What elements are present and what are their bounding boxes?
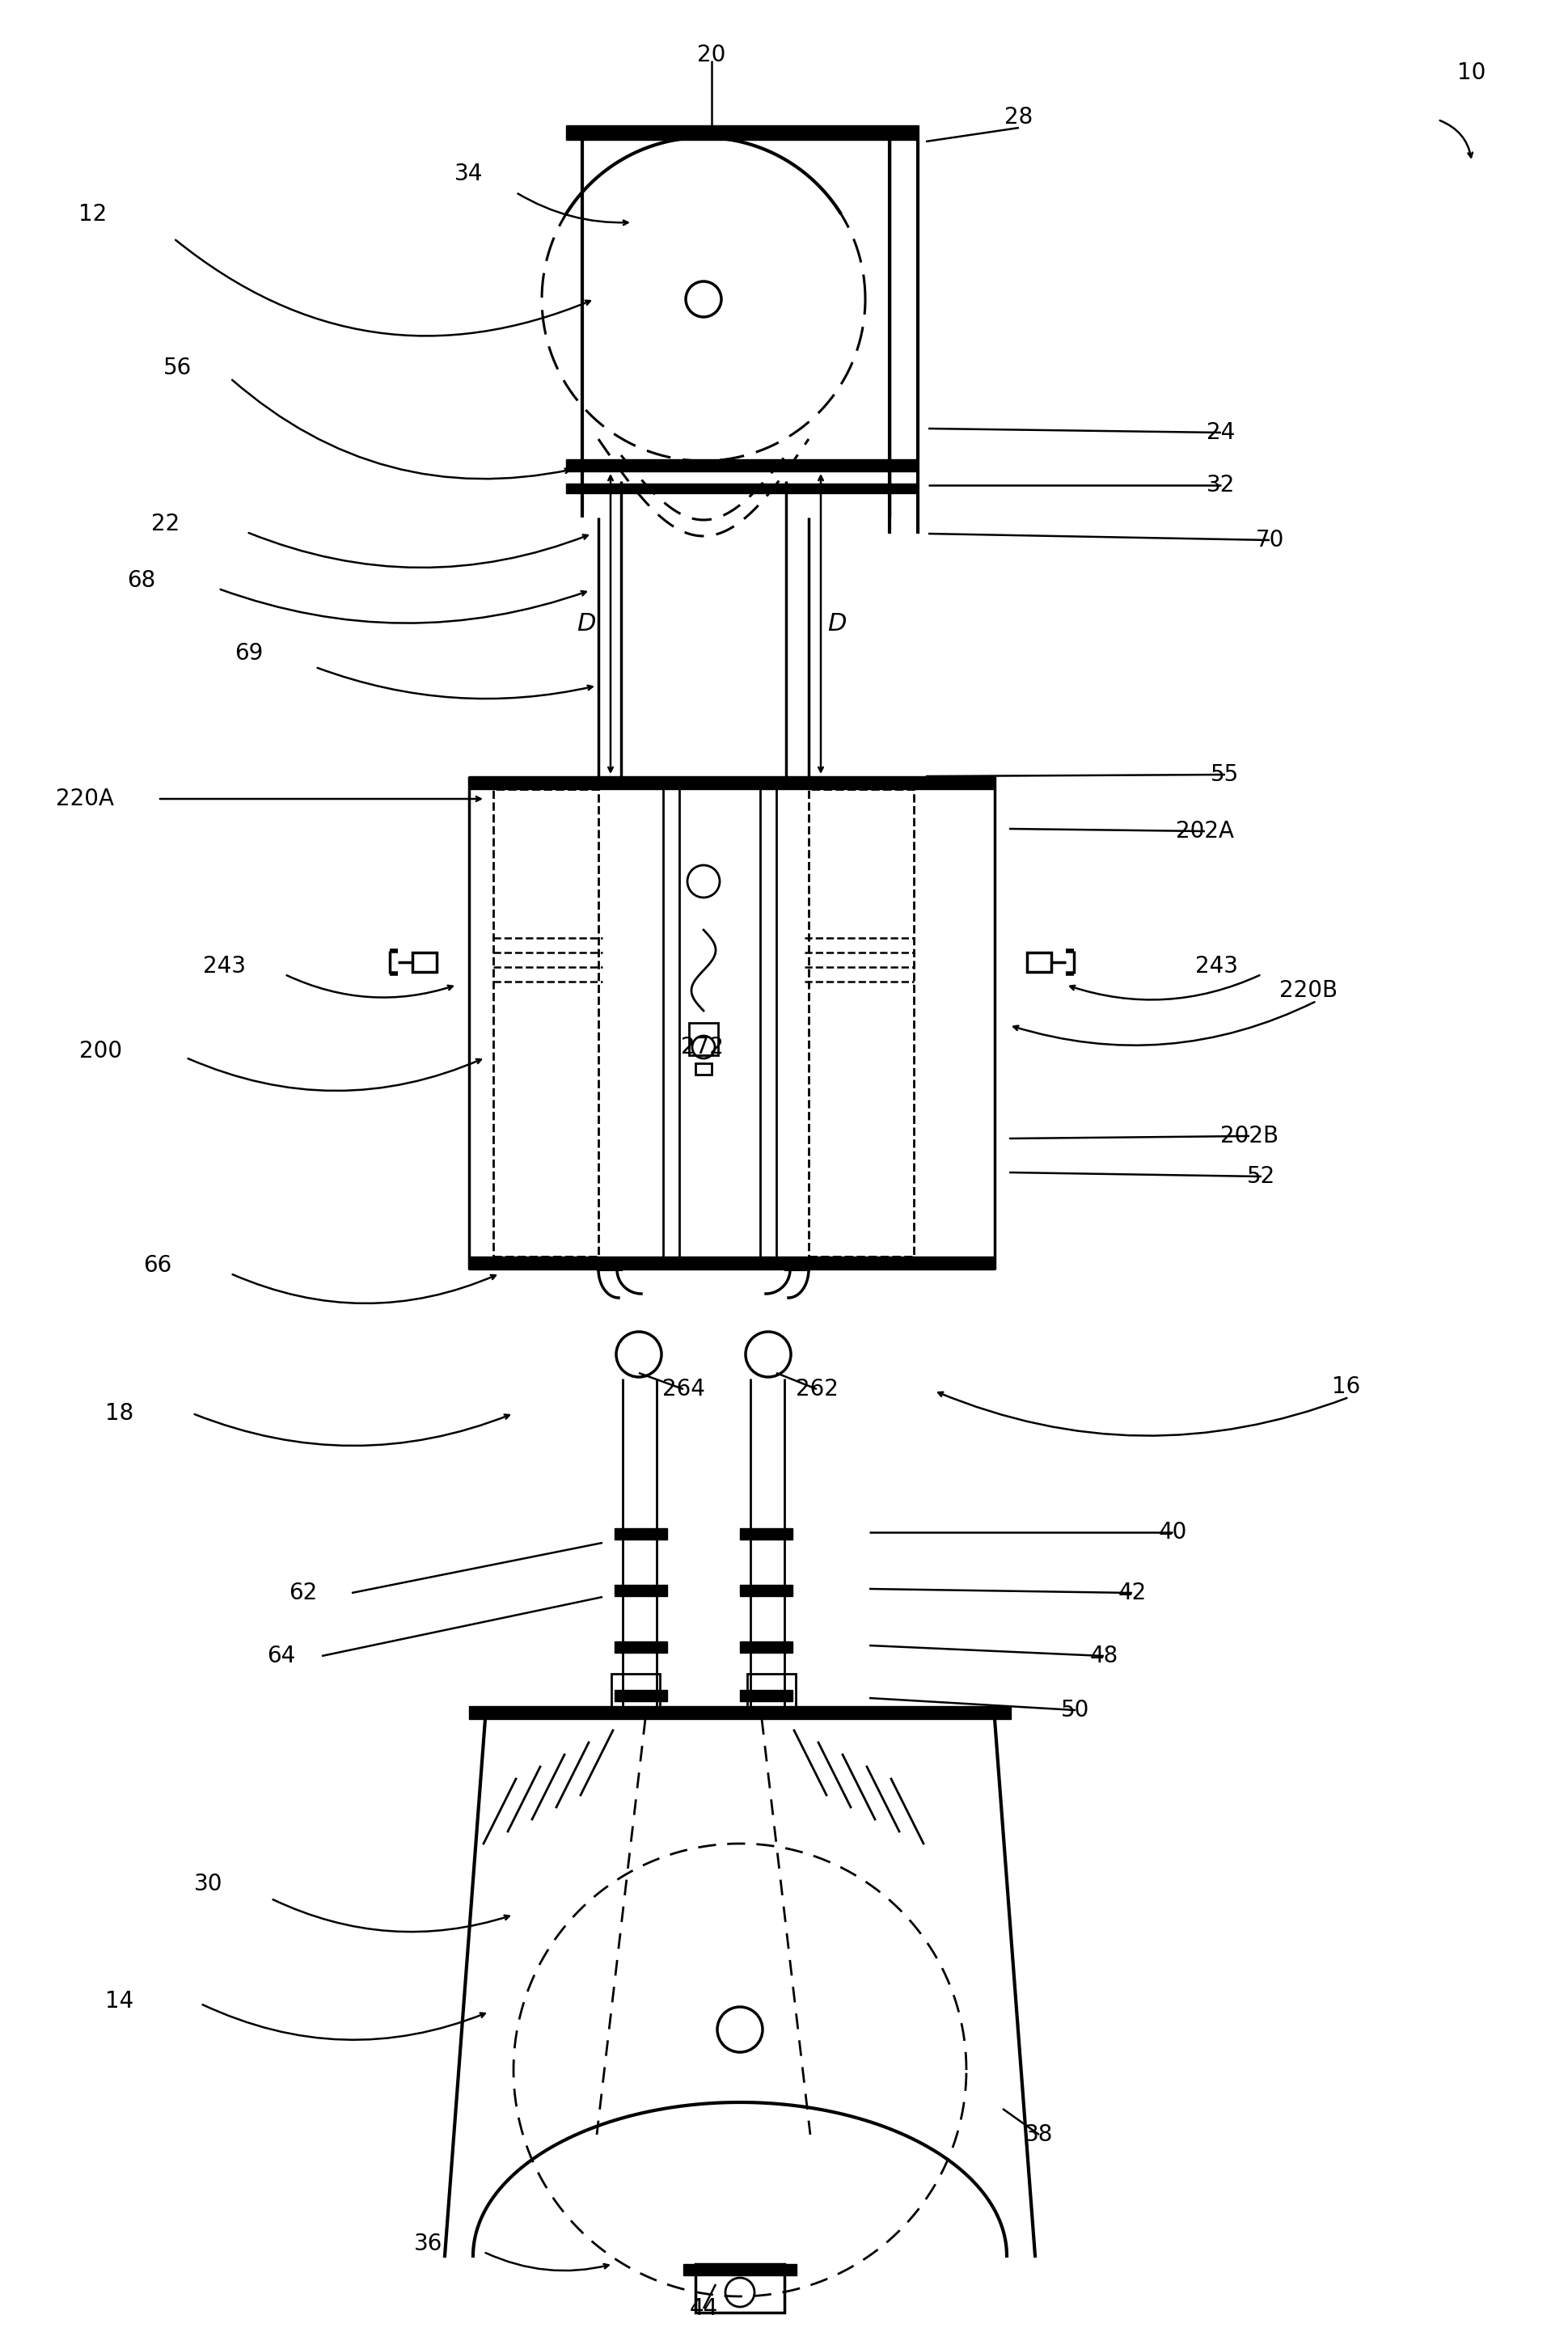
Bar (615, 1689, 666, 1701)
Text: 38: 38 (1024, 2123, 1052, 2147)
Text: 55: 55 (1210, 764, 1239, 785)
Text: 202B: 202B (1220, 1124, 1278, 1147)
Text: 36: 36 (414, 2233, 442, 2254)
Text: D: D (577, 612, 596, 635)
Bar (695, 1063, 712, 1075)
Text: 14: 14 (105, 1990, 133, 2014)
Text: 10: 10 (1457, 61, 1485, 84)
Text: 272: 272 (681, 1035, 723, 1058)
Bar (808, 790, 913, 1257)
Text: 40: 40 (1157, 1521, 1187, 1544)
Bar (740, 1584, 792, 1595)
Text: 28: 28 (1004, 105, 1033, 128)
Bar (566, 484, 917, 493)
Text: 243: 243 (1195, 955, 1237, 976)
Bar (746, 1675, 795, 1719)
Text: 48: 48 (1090, 1645, 1118, 1668)
Text: 50: 50 (1060, 1698, 1090, 1722)
Bar (469, 1257, 994, 1268)
Bar (469, 776, 994, 790)
Text: 202A: 202A (1174, 820, 1234, 843)
Text: 62: 62 (289, 1581, 317, 1605)
Text: 24: 24 (1206, 420, 1234, 444)
Text: 69: 69 (235, 642, 263, 666)
Text: 52: 52 (1247, 1166, 1275, 1187)
Bar (469, 1705, 1010, 1719)
Bar (740, 1689, 792, 1701)
Bar (740, 1642, 792, 1654)
Text: 20: 20 (696, 44, 726, 65)
Text: 32: 32 (1206, 474, 1234, 498)
Bar (740, 1528, 792, 1539)
Bar (612, 1675, 660, 1719)
Text: 42: 42 (1118, 1581, 1146, 1605)
Bar (695, 2264, 784, 2313)
Text: 66: 66 (143, 1254, 172, 1278)
Bar (615, 1584, 666, 1595)
Text: 243: 243 (204, 955, 246, 976)
Text: 18: 18 (105, 1402, 133, 1425)
Bar (615, 1642, 666, 1654)
Bar (412, 953, 436, 972)
Text: D: D (826, 612, 847, 635)
Text: 200: 200 (80, 1040, 122, 1063)
Bar (1027, 953, 1051, 972)
Bar (566, 126, 917, 140)
Text: 34: 34 (455, 164, 483, 185)
Bar (688, 1023, 718, 1056)
Text: 70: 70 (1254, 528, 1283, 551)
Text: 30: 30 (194, 1873, 223, 1894)
Bar (492, 790, 597, 1257)
Text: 264: 264 (662, 1378, 704, 1402)
Text: 44: 44 (688, 2296, 718, 2320)
Text: 12: 12 (78, 203, 107, 227)
Bar (615, 1528, 666, 1539)
Text: 220A: 220A (56, 787, 114, 811)
Text: 64: 64 (267, 1645, 295, 1668)
Text: 22: 22 (152, 512, 180, 535)
Text: 68: 68 (127, 570, 155, 591)
Bar (684, 2264, 797, 2275)
Text: 56: 56 (163, 357, 191, 378)
Text: 16: 16 (1331, 1376, 1359, 1397)
Text: 220B: 220B (1278, 979, 1338, 1002)
Text: 262: 262 (795, 1378, 837, 1402)
Bar (566, 460, 917, 472)
